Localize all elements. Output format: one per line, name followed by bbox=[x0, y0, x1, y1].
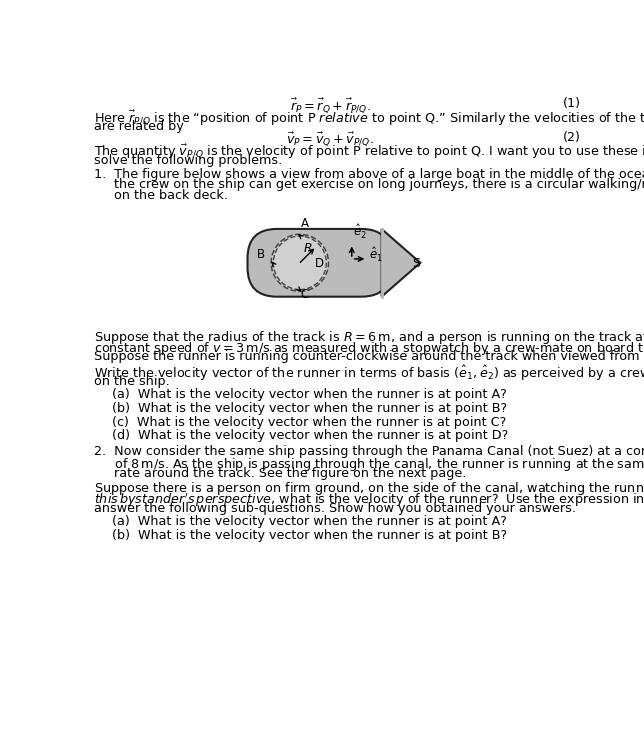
Text: Suppose the runner is running counter-clockwise around the track when viewed fro: Suppose the runner is running counter-cl… bbox=[95, 350, 644, 364]
Text: $\it{this\/ bystander's\/perspective}$, what is the velocity of the runner?  Use: $\it{this\/ bystander's\/perspective}$, … bbox=[95, 491, 644, 509]
Text: (c)  What is the velocity vector when the runner is at point C?: (c) What is the velocity vector when the… bbox=[111, 416, 506, 428]
Text: (1): (1) bbox=[563, 97, 580, 110]
Text: Suppose that the radius of the track is $R = 6\,\mathrm{m}$, and a person is run: Suppose that the radius of the track is … bbox=[95, 329, 644, 346]
Text: (d)  What is the velocity vector when the runner is at point D?: (d) What is the velocity vector when the… bbox=[111, 429, 507, 443]
Text: solve the following problems.: solve the following problems. bbox=[95, 154, 283, 167]
Text: rate around the track. See the figure on the next page.: rate around the track. See the figure on… bbox=[95, 466, 467, 480]
Text: answer the following sub-questions. Show how you obtained your answers.: answer the following sub-questions. Show… bbox=[95, 501, 576, 515]
Text: the crew on the ship can get exercise on long journeys, there is a circular walk: the crew on the ship can get exercise on… bbox=[95, 178, 644, 191]
FancyBboxPatch shape bbox=[247, 229, 391, 297]
Text: (b)  What is the velocity vector when the runner is at point B?: (b) What is the velocity vector when the… bbox=[111, 529, 507, 542]
Text: are related by: are related by bbox=[95, 120, 184, 133]
Text: on the ship.: on the ship. bbox=[95, 375, 170, 387]
Text: (2): (2) bbox=[563, 131, 580, 145]
Text: Suppose there is a person on firm ground, on the side of the canal, watching the: Suppose there is a person on firm ground… bbox=[95, 481, 644, 498]
Text: $\vec{v}_P = \vec{v}_Q + \vec{v}_{P/Q}.$: $\vec{v}_P = \vec{v}_Q + \vec{v}_{P/Q}.$ bbox=[286, 131, 374, 149]
Text: Write the velocity vector of the runner in terms of basis $(\hat{e}_1, \hat{e}_2: Write the velocity vector of the runner … bbox=[95, 364, 644, 383]
Text: of $8\,\mathrm{m/s}$. As the ship is passing through the canal, the runner is ru: of $8\,\mathrm{m/s}$. As the ship is pas… bbox=[95, 456, 644, 473]
Text: (a)  What is the velocity vector when the runner is at point A?: (a) What is the velocity vector when the… bbox=[111, 516, 506, 528]
Text: A: A bbox=[301, 218, 309, 230]
Text: B: B bbox=[257, 248, 265, 261]
Text: $\hat{e}_2$: $\hat{e}_2$ bbox=[352, 224, 366, 241]
Text: D: D bbox=[314, 257, 324, 270]
Text: on the back deck.: on the back deck. bbox=[95, 189, 229, 202]
Text: $\hat{e}_1$: $\hat{e}_1$ bbox=[369, 246, 383, 264]
Text: (b)  What is the velocity vector when the runner is at point B?: (b) What is the velocity vector when the… bbox=[111, 402, 507, 415]
Text: S: S bbox=[413, 257, 421, 270]
Text: constant speed of $v = 3\,\mathrm{m/s}$ as measured with a stopwatch by a crew-m: constant speed of $v = 3\,\mathrm{m/s}$ … bbox=[95, 340, 644, 357]
Text: $\vec{r}_P = \vec{r}_Q + \vec{r}_{P/Q}.$: $\vec{r}_P = \vec{r}_Q + \vec{r}_{P/Q}.$ bbox=[290, 97, 370, 116]
Text: (a)  What is the velocity vector when the runner is at point A?: (a) What is the velocity vector when the… bbox=[111, 388, 506, 402]
Text: $R$: $R$ bbox=[303, 242, 312, 255]
Text: C: C bbox=[301, 288, 309, 300]
Text: The quantity $\vec{v}_{P/Q}$ is the velocity of point P relative to point Q. I w: The quantity $\vec{v}_{P/Q}$ is the velo… bbox=[95, 144, 644, 162]
Polygon shape bbox=[382, 229, 421, 297]
Text: Here $\vec{r}_{P/Q}$ is the “position of point P $\it{relative}$ to point Q.” Si: Here $\vec{r}_{P/Q}$ is the “position of… bbox=[95, 110, 644, 128]
Text: 1.  The figure below shows a view from above of a large boat in the middle of th: 1. The figure below shows a view from ab… bbox=[95, 168, 644, 181]
Circle shape bbox=[271, 235, 328, 291]
Text: 2.  Now consider the same ship passing through the Panama Canal (not Suez) at a : 2. Now consider the same ship passing th… bbox=[95, 446, 644, 458]
